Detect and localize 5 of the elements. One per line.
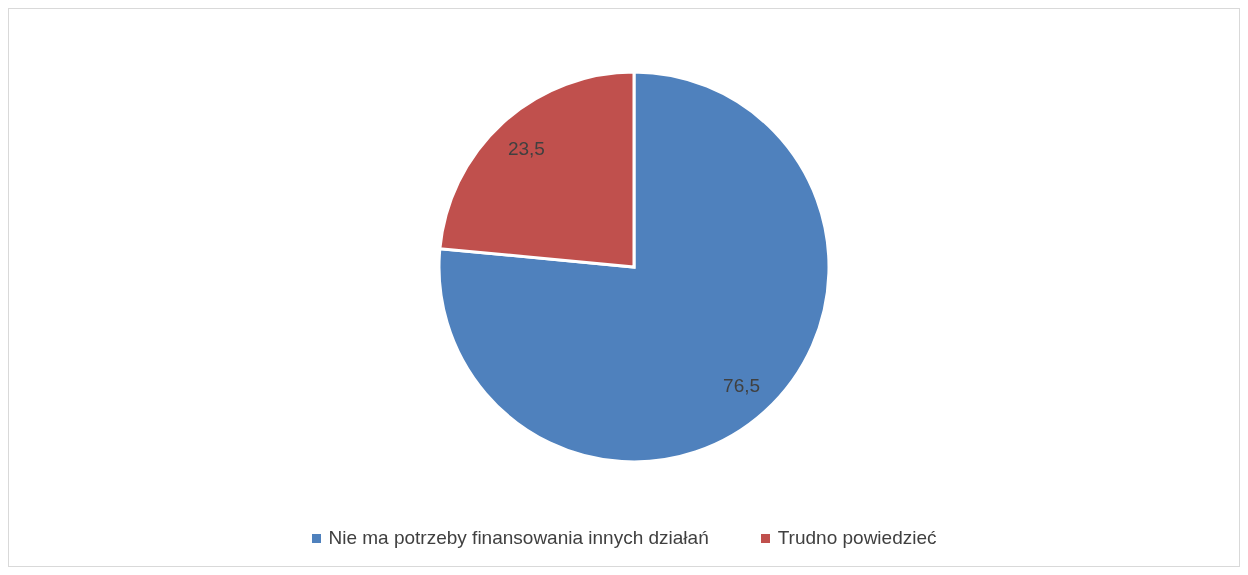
data-label: 76,5 bbox=[723, 374, 761, 396]
legend-label: Nie ma potrzeby finansowania innych działań bbox=[327, 527, 709, 549]
data-label: 23,5 bbox=[507, 138, 545, 160]
pie-slice bbox=[437, 70, 831, 464]
legend-label: Trudno powiedzieć bbox=[776, 527, 937, 549]
